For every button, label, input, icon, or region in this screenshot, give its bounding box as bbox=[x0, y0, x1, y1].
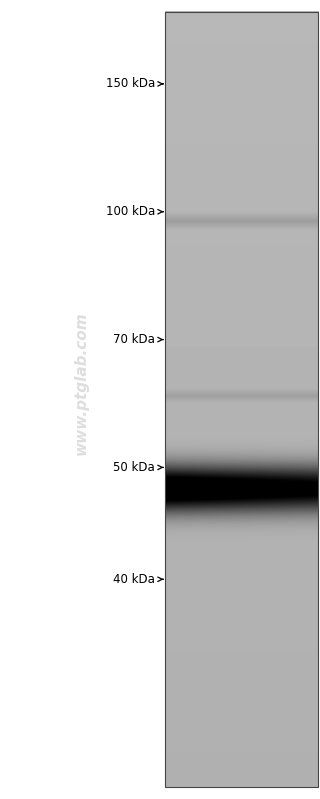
Text: www.ptglab.com: www.ptglab.com bbox=[74, 312, 89, 455]
Text: 50 kDa: 50 kDa bbox=[114, 461, 155, 474]
Text: 150 kDa: 150 kDa bbox=[106, 78, 155, 90]
Bar bbox=[165, 12, 318, 787]
Text: 100 kDa: 100 kDa bbox=[106, 205, 155, 218]
Text: 40 kDa: 40 kDa bbox=[113, 573, 155, 586]
Text: 70 kDa: 70 kDa bbox=[113, 333, 155, 346]
